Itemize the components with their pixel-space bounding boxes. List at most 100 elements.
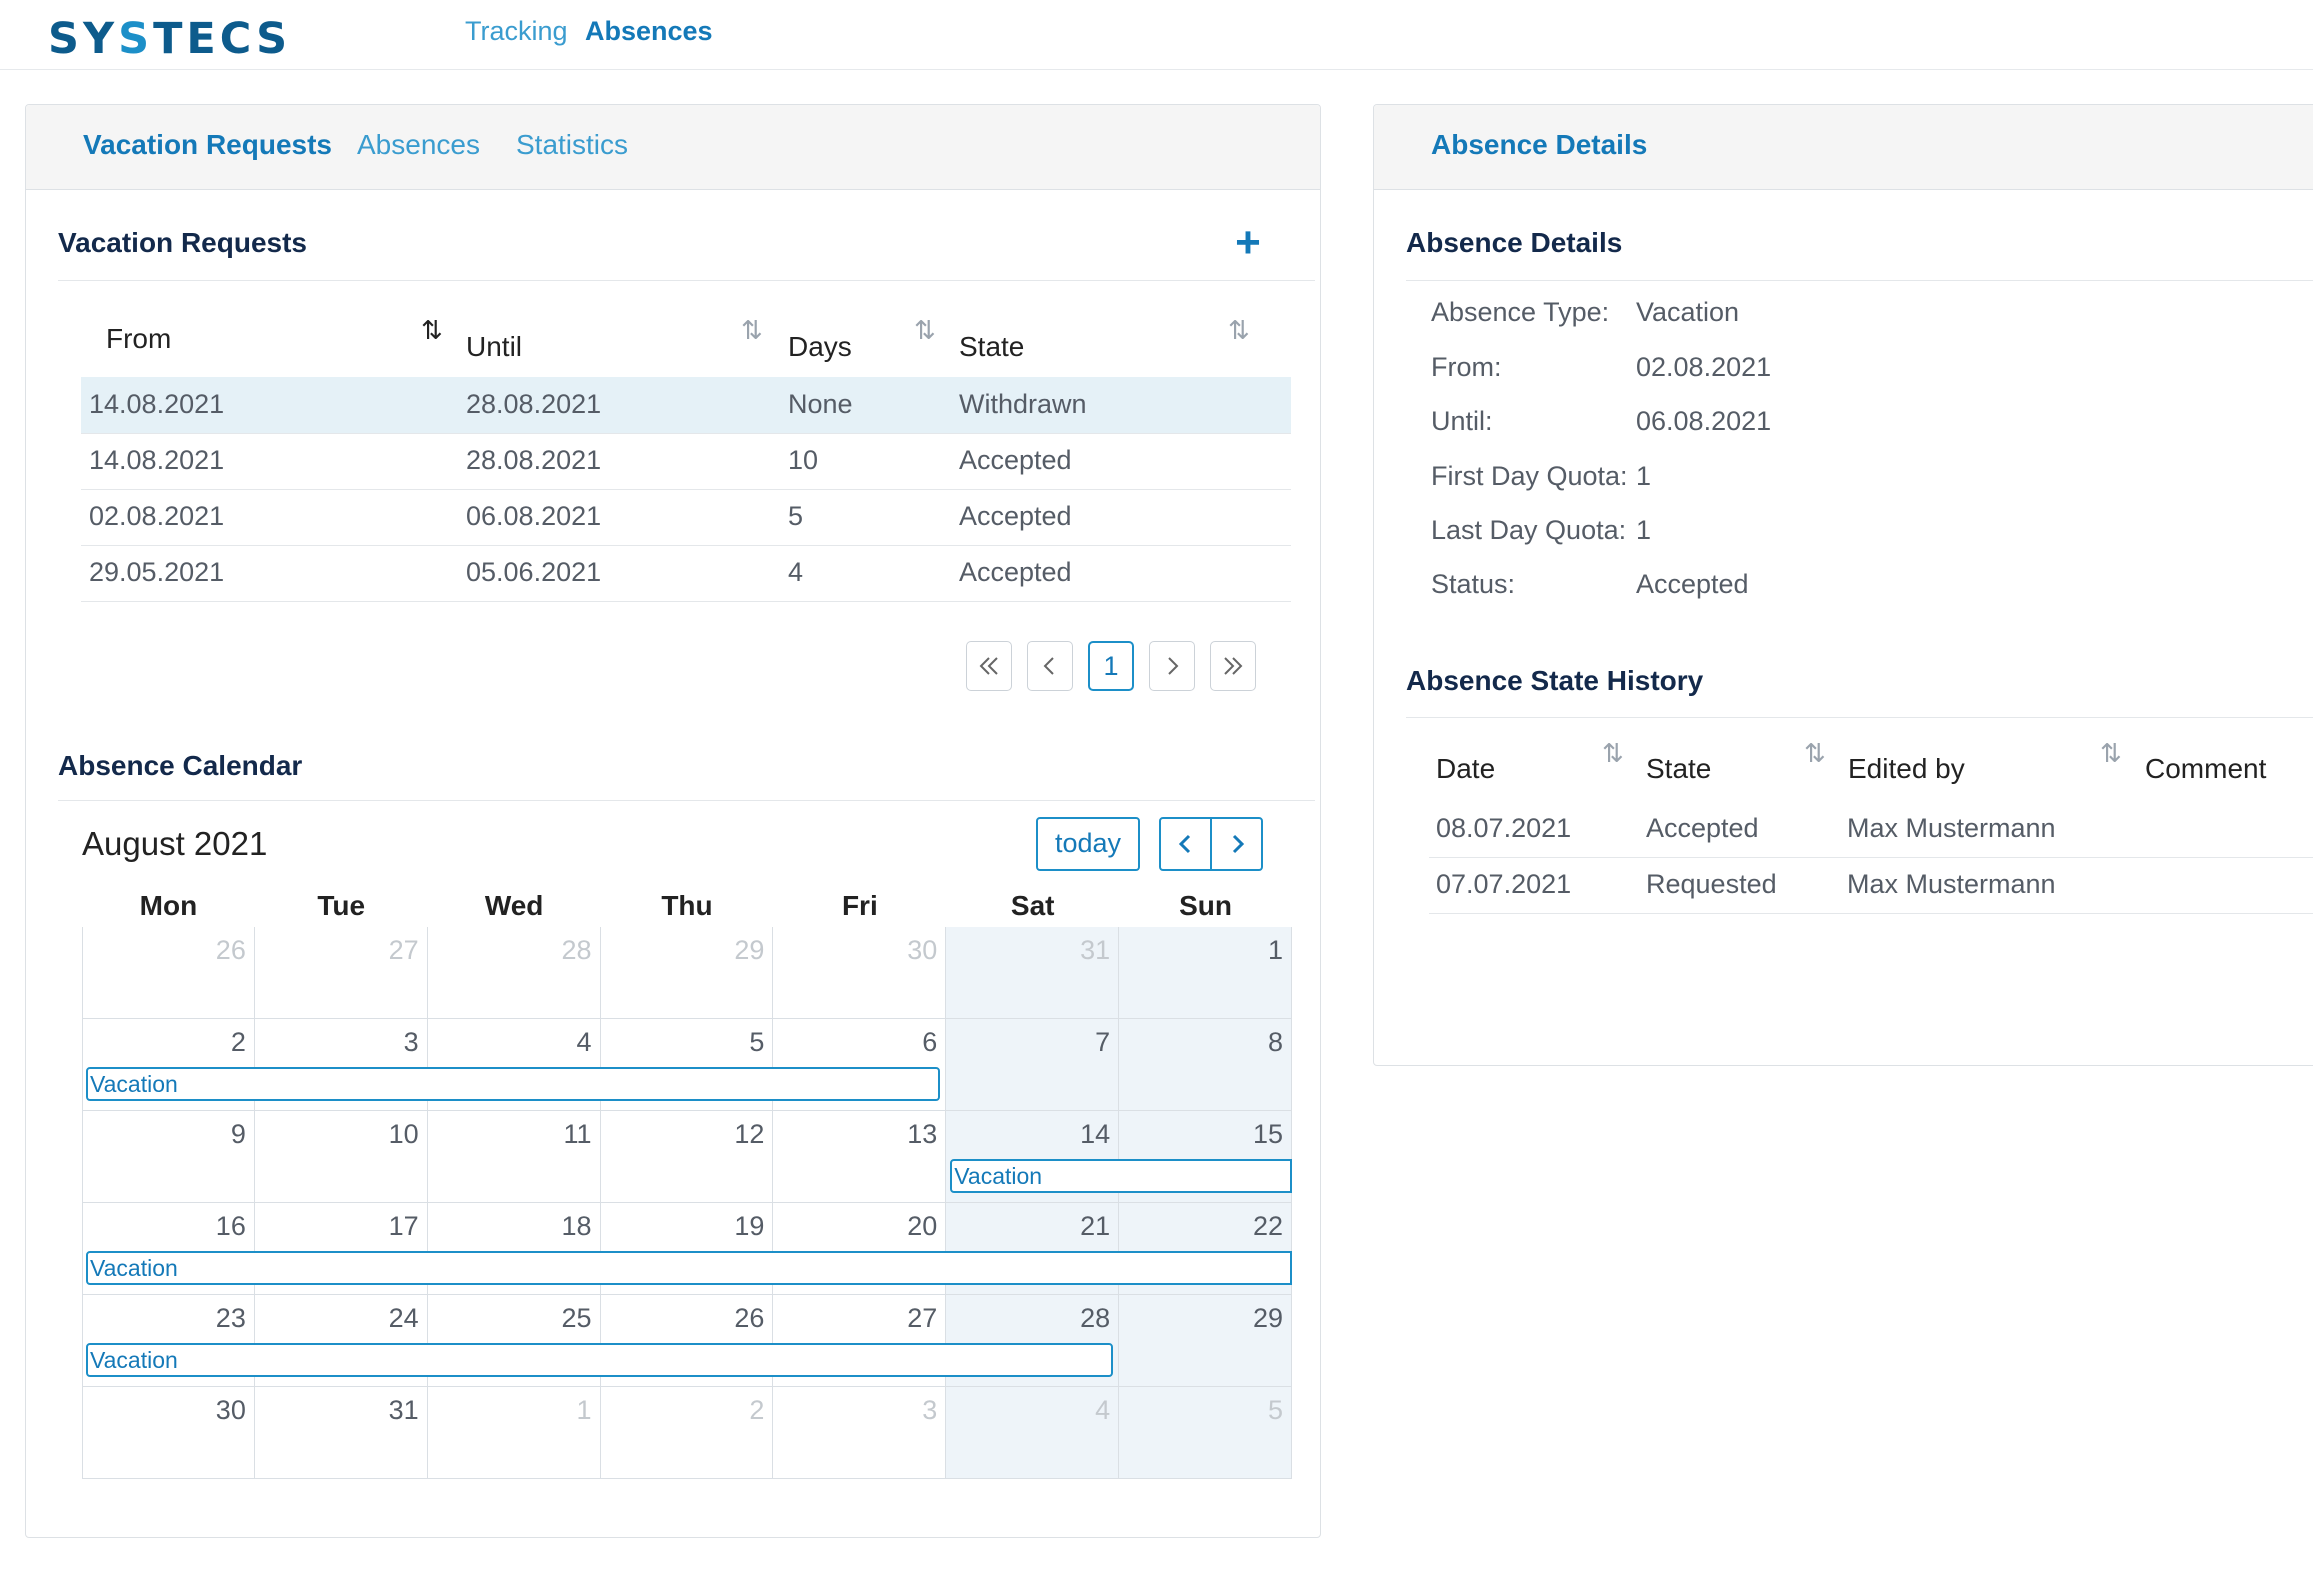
- sort-icon[interactable]: ⇅: [1602, 738, 1624, 768]
- column-header-until[interactable]: Until: [466, 331, 523, 362]
- calendar-day-cell[interactable]: 27: [254, 927, 428, 1019]
- calendar-day-cell[interactable]: 11: [427, 1111, 601, 1203]
- column-header-state[interactable]: State: [1646, 753, 1712, 784]
- cell-from: 14.08.2021: [89, 445, 225, 475]
- calendar-day-cell[interactable]: 29: [1119, 1295, 1292, 1387]
- vacation-event[interactable]: Vacation: [950, 1159, 1292, 1193]
- calendar-day-number: 3: [403, 1027, 419, 1057]
- nav-absences[interactable]: Absences: [585, 16, 713, 46]
- chevron-left-icon: [1178, 834, 1191, 854]
- calendar-day-cell[interactable]: 8: [1119, 1019, 1292, 1111]
- table-row[interactable]: 07.07.2021 Requested Max Mustermann: [1429, 857, 2313, 914]
- detail-label: Last Day Quota:: [1431, 515, 1627, 545]
- calendar-day-number: 10: [388, 1119, 419, 1149]
- sort-icon[interactable]: ⇅: [741, 315, 763, 345]
- calendar-day-cell[interactable]: 18: [427, 1203, 601, 1295]
- calendar-day-cell[interactable]: 23: [82, 1295, 255, 1387]
- calendar-day-cell[interactable]: 31: [946, 927, 1120, 1019]
- table-row[interactable]: 14.08.2021 28.08.2021 None Withdrawn: [81, 377, 1291, 434]
- today-button[interactable]: today: [1036, 817, 1140, 871]
- next-month-button[interactable]: [1210, 817, 1263, 871]
- calendar-day-cell[interactable]: 3: [254, 1019, 428, 1111]
- first-page-button[interactable]: [966, 641, 1012, 691]
- previous-page-button[interactable]: [1027, 641, 1073, 691]
- calendar-day-cell[interactable]: 5: [1119, 1387, 1292, 1479]
- calendar-day-cell[interactable]: 1: [1119, 927, 1292, 1019]
- table-row[interactable]: 14.08.2021 28.08.2021 10 Accepted: [81, 433, 1291, 490]
- calendar-day-cell[interactable]: 4: [946, 1387, 1120, 1479]
- calendar-day-cell[interactable]: 7: [946, 1019, 1120, 1111]
- tab-vacation-requests[interactable]: Vacation Requests: [83, 129, 332, 160]
- cell-days: 4: [788, 557, 804, 587]
- column-header-days[interactable]: Days: [788, 331, 852, 362]
- last-page-button[interactable]: [1210, 641, 1256, 691]
- calendar-day-cell[interactable]: 26: [82, 927, 255, 1019]
- weekday-header: Fri: [841, 890, 878, 921]
- calendar-day-number: 22: [1252, 1211, 1283, 1241]
- logo-accent: S: [118, 14, 154, 64]
- previous-month-button[interactable]: [1159, 817, 1212, 871]
- calendar-day-cell[interactable]: 3: [773, 1387, 947, 1479]
- sort-icon[interactable]: ⇅: [914, 315, 936, 345]
- calendar-day-cell[interactable]: 5: [600, 1019, 774, 1111]
- detail-value: 02.08.2021: [1636, 352, 1772, 382]
- sort-icon[interactable]: ⇅: [421, 315, 443, 345]
- calendar-day-cell[interactable]: 16: [82, 1203, 255, 1295]
- systecs-logo[interactable]: SYSTECS: [48, 14, 291, 64]
- calendar-day-cell[interactable]: 24: [254, 1295, 428, 1387]
- calendar-day-cell[interactable]: 12: [600, 1111, 774, 1203]
- calendar-day-number: 27: [388, 935, 419, 965]
- calendar-day-cell[interactable]: 29: [600, 927, 774, 1019]
- table-row[interactable]: 02.08.2021 06.08.2021 5 Accepted: [81, 489, 1291, 546]
- cell-date: 07.07.2021: [1436, 869, 1572, 899]
- calendar-day-number: 2: [230, 1027, 246, 1057]
- calendar-day-number: 25: [561, 1303, 592, 1333]
- cell-until: 28.08.2021: [466, 445, 602, 475]
- calendar-day-cell[interactable]: 17: [254, 1203, 428, 1295]
- column-header-from[interactable]: From: [106, 323, 172, 354]
- table-row[interactable]: 08.07.2021 Accepted Max Mustermann: [1429, 801, 2313, 858]
- vacation-event[interactable]: Vacation: [86, 1251, 1292, 1285]
- sort-icon[interactable]: ⇅: [1804, 738, 1826, 768]
- next-page-button[interactable]: [1149, 641, 1195, 691]
- column-header-edited-by[interactable]: Edited by: [1848, 753, 1965, 784]
- calendar-day-cell[interactable]: 10: [254, 1111, 428, 1203]
- sort-icon[interactable]: ⇅: [1228, 315, 1250, 345]
- calendar-day-cell[interactable]: 13: [773, 1111, 947, 1203]
- calendar-day-cell[interactable]: 31: [254, 1387, 428, 1479]
- calendar-day-number: 28: [1080, 1303, 1111, 1333]
- weekday-header: Tue: [317, 890, 366, 921]
- table-row[interactable]: 29.05.2021 05.06.2021 4 Accepted: [81, 545, 1291, 602]
- vacation-event[interactable]: Vacation: [86, 1343, 1114, 1377]
- logo-suffix: TECS: [153, 14, 292, 64]
- add-request-button[interactable]: +: [1228, 221, 1268, 265]
- calendar-day-cell[interactable]: 27: [773, 1295, 947, 1387]
- calendar-day-cell[interactable]: 30: [773, 927, 947, 1019]
- calendar-day-cell[interactable]: 1: [427, 1387, 601, 1479]
- calendar-day-cell[interactable]: 4: [427, 1019, 601, 1111]
- chevron-right-icon: [1168, 657, 1179, 675]
- calendar-day-cell[interactable]: 19: [600, 1203, 774, 1295]
- page-1-button[interactable]: 1: [1088, 641, 1134, 691]
- tab-statistics[interactable]: Statistics: [516, 129, 629, 160]
- column-header-comment[interactable]: Comment: [2145, 753, 2267, 784]
- vacation-event[interactable]: Vacation: [86, 1067, 941, 1101]
- calendar-day-cell[interactable]: 20: [773, 1203, 947, 1295]
- calendar-day-cell[interactable]: 9: [82, 1111, 255, 1203]
- calendar-day-cell[interactable]: 26: [600, 1295, 774, 1387]
- cell-state: Accepted: [959, 445, 1072, 475]
- calendar-day-cell[interactable]: 30: [82, 1387, 255, 1479]
- calendar-day-cell[interactable]: 6: [773, 1019, 947, 1111]
- calendar-day-cell[interactable]: 25: [427, 1295, 601, 1387]
- calendar-day-cell[interactable]: 2: [82, 1019, 255, 1111]
- cell-state: Accepted: [959, 557, 1072, 587]
- sort-icon[interactable]: ⇅: [2100, 738, 2122, 768]
- column-header-state[interactable]: State: [959, 331, 1025, 362]
- tab-absences[interactable]: Absences: [357, 129, 480, 160]
- column-header-date[interactable]: Date: [1436, 753, 1496, 784]
- calendar-day-cell[interactable]: 2: [600, 1387, 774, 1479]
- tab-absence-details[interactable]: Absence Details: [1431, 129, 1648, 160]
- plus-icon: +: [1235, 218, 1261, 267]
- calendar-day-cell[interactable]: 28: [427, 927, 601, 1019]
- nav-tracking[interactable]: Tracking: [465, 16, 568, 46]
